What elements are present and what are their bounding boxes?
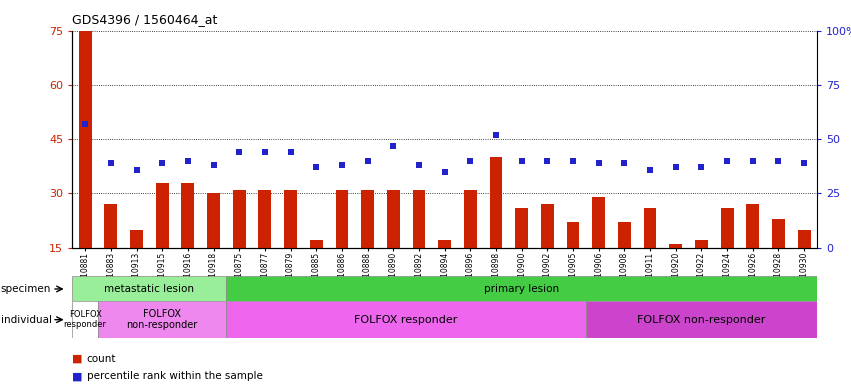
Bar: [489, 157, 502, 248]
Text: ■: ■: [72, 371, 83, 381]
Bar: [670, 244, 683, 248]
Bar: [541, 204, 554, 248]
Bar: [156, 183, 168, 248]
Text: specimen: specimen: [1, 284, 51, 294]
Bar: [105, 204, 117, 248]
Text: FOLFOX
non-responder: FOLFOX non-responder: [127, 309, 197, 331]
Bar: [618, 222, 631, 248]
Text: count: count: [87, 354, 117, 364]
Text: FOLFOX
responder: FOLFOX responder: [64, 310, 106, 329]
Text: GDS4396 / 1560464_at: GDS4396 / 1560464_at: [72, 13, 218, 26]
Bar: [438, 240, 451, 248]
Bar: [226, 301, 585, 338]
Bar: [515, 208, 528, 248]
Bar: [181, 183, 194, 248]
Text: metastatic lesion: metastatic lesion: [105, 284, 194, 294]
Bar: [130, 230, 143, 248]
Bar: [592, 197, 605, 248]
Bar: [746, 204, 759, 248]
Text: percentile rank within the sample: percentile rank within the sample: [87, 371, 263, 381]
Text: FOLFOX responder: FOLFOX responder: [355, 314, 458, 325]
Text: FOLFOX non-responder: FOLFOX non-responder: [637, 314, 766, 325]
Text: primary lesion: primary lesion: [484, 284, 559, 294]
Bar: [98, 301, 226, 338]
Bar: [226, 276, 817, 301]
Bar: [797, 230, 810, 248]
Bar: [72, 276, 226, 301]
Bar: [721, 208, 734, 248]
Bar: [207, 194, 220, 248]
Bar: [310, 240, 323, 248]
Bar: [464, 190, 477, 248]
Text: individual: individual: [1, 314, 52, 325]
Bar: [259, 190, 271, 248]
Bar: [643, 208, 656, 248]
Bar: [233, 190, 246, 248]
Bar: [567, 222, 580, 248]
Bar: [335, 190, 348, 248]
Bar: [695, 240, 708, 248]
Bar: [79, 31, 92, 248]
Bar: [387, 190, 400, 248]
Bar: [585, 301, 817, 338]
Bar: [72, 301, 98, 338]
Bar: [361, 190, 374, 248]
Bar: [413, 190, 426, 248]
Bar: [284, 190, 297, 248]
Bar: [772, 219, 785, 248]
Text: ■: ■: [72, 354, 83, 364]
